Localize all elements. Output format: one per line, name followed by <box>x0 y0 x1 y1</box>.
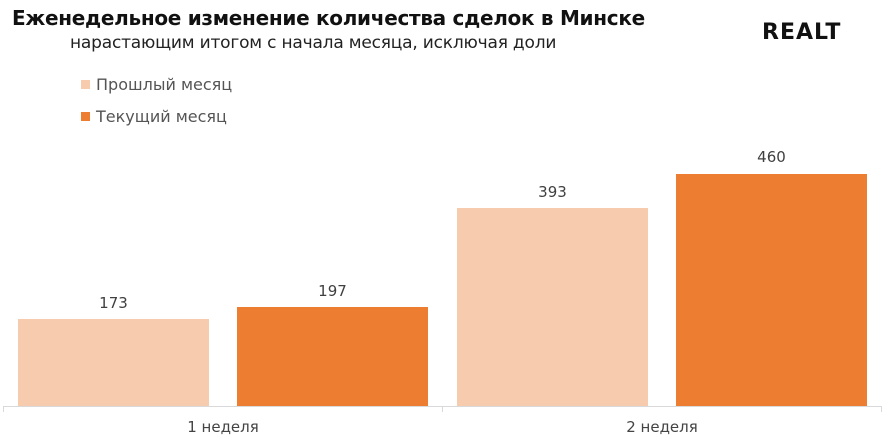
value-label: 197 <box>318 282 347 300</box>
bar-week1-previous <box>18 319 209 406</box>
legend-swatch-icon <box>81 112 90 121</box>
bar-week1-current <box>237 307 428 406</box>
chart-subtitle: нарастающим итогом с начала месяца, искл… <box>70 33 557 53</box>
x-axis-tick <box>442 406 443 412</box>
realt-logo: REALT <box>762 20 842 45</box>
category-label-week2: 2 неделя <box>626 418 698 436</box>
x-axis-tick <box>881 406 882 412</box>
value-label: 393 <box>538 183 567 201</box>
bar-week2-current <box>676 174 867 406</box>
legend-item-current-month: Текущий месяц <box>81 107 227 126</box>
value-label: 460 <box>757 148 786 166</box>
legend-item-previous-month: Прошлый месяц <box>81 75 232 94</box>
legend-swatch-icon <box>81 80 90 89</box>
x-axis-tick <box>3 406 4 412</box>
value-label: 173 <box>99 294 128 312</box>
bar-week2-previous <box>457 208 648 406</box>
chart-title: Еженедельное изменение количества сделок… <box>12 6 645 30</box>
legend-label: Текущий месяц <box>96 107 227 126</box>
category-label-week1: 1 неделя <box>187 418 259 436</box>
legend-label: Прошлый месяц <box>96 75 233 94</box>
